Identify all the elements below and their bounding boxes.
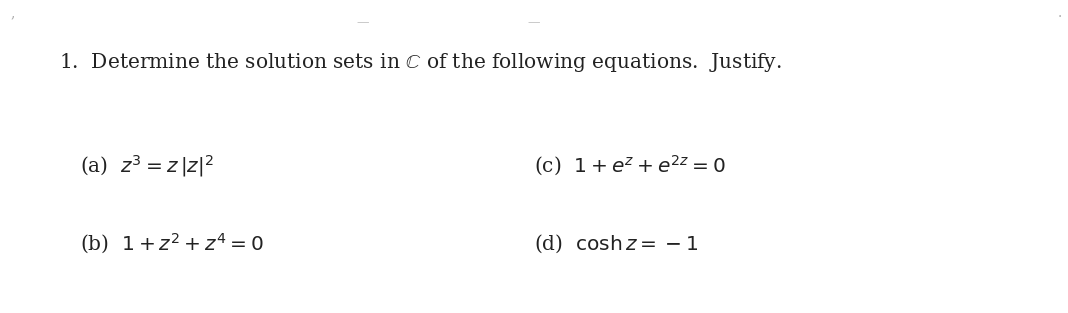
Text: 1.  Determine the solution sets in $\mathbb{C}$ of the following equations.  Jus: 1. Determine the solution sets in $\math… [59,51,782,74]
Text: —: — [357,16,370,29]
Text: (d)  $\cosh z = -1$: (d) $\cosh z = -1$ [534,233,698,255]
Text: .: . [1057,6,1062,20]
Text: (b)  $1 + z^2 + z^4 = 0$: (b) $1 + z^2 + z^4 = 0$ [80,232,264,256]
Text: (a)  $z^3 = z\,|z|^2$: (a) $z^3 = z\,|z|^2$ [80,153,214,179]
Text: (c)  $1 + e^{z} + e^{2z} = 0$: (c) $1 + e^{z} + e^{2z} = 0$ [534,154,725,178]
Text: —: — [528,16,540,29]
Text: ,: , [11,6,15,20]
